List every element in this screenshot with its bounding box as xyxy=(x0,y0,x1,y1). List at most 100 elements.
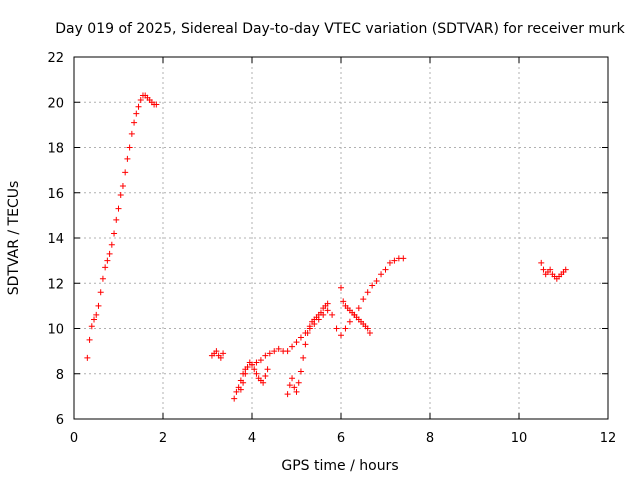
data-point xyxy=(304,330,311,337)
data-point xyxy=(324,300,331,307)
data-point xyxy=(97,289,104,296)
data-point xyxy=(369,282,376,289)
series-arc-4 xyxy=(237,359,271,393)
data-point xyxy=(364,289,371,296)
y-tick-label: 18 xyxy=(47,142,64,157)
series-arc-6 xyxy=(338,284,373,337)
tick-layer: 0 2 4 6 8 10 12 6 8 10 12 14 16 18 20 22 xyxy=(47,51,616,446)
data-point xyxy=(382,266,389,273)
data-point xyxy=(242,370,249,377)
x-axis-label: GPS time / hours xyxy=(281,458,398,474)
data-point xyxy=(251,366,258,373)
data-point xyxy=(84,354,91,361)
data-points-layer xyxy=(84,92,569,402)
data-point xyxy=(113,216,120,223)
data-point xyxy=(289,375,296,382)
series-arc-2 xyxy=(208,348,227,361)
data-point xyxy=(124,155,131,162)
x-tick-label: 12 xyxy=(600,431,617,446)
data-point xyxy=(293,388,300,395)
data-point xyxy=(117,192,124,199)
data-point xyxy=(271,348,278,355)
data-point xyxy=(540,266,547,273)
data-point xyxy=(213,348,220,355)
series-arc-1 xyxy=(84,92,160,361)
y-tick-label: 8 xyxy=(56,368,64,383)
data-point xyxy=(233,388,240,395)
data-point xyxy=(338,284,344,291)
grid-layer xyxy=(74,57,608,419)
data-point xyxy=(346,318,353,325)
data-point xyxy=(400,255,407,262)
data-point xyxy=(262,373,269,380)
data-point xyxy=(88,323,95,330)
data-point xyxy=(126,144,133,151)
data-point xyxy=(284,348,291,355)
data-point xyxy=(386,259,393,266)
data-point xyxy=(562,266,569,273)
y-tick-label: 16 xyxy=(47,187,64,202)
data-point xyxy=(137,96,144,103)
data-point xyxy=(286,382,293,389)
data-point xyxy=(360,296,367,303)
data-point xyxy=(293,339,300,346)
x-tick-label: 2 xyxy=(159,431,167,446)
data-point xyxy=(135,103,142,110)
chart-title: Day 019 of 2025, Sidereal Day-to-day VTE… xyxy=(55,21,625,37)
y-tick-label: 12 xyxy=(47,277,64,292)
x-tick-label: 10 xyxy=(511,431,528,446)
data-point xyxy=(86,336,93,343)
data-point xyxy=(378,271,385,278)
data-point xyxy=(366,330,373,337)
series-arc-5 xyxy=(284,300,331,398)
data-point xyxy=(297,368,304,375)
y-tick-label: 6 xyxy=(56,413,64,428)
data-point xyxy=(128,130,135,137)
data-point xyxy=(253,370,260,377)
y-axis-label: SDTVAR / TECUs xyxy=(6,181,22,296)
data-point xyxy=(253,359,260,366)
x-tick-label: 4 xyxy=(248,431,256,446)
data-point xyxy=(104,257,111,264)
data-point xyxy=(257,357,264,364)
x-tick-label: 0 xyxy=(70,431,78,446)
data-point xyxy=(295,379,302,386)
data-point xyxy=(391,257,398,264)
data-point xyxy=(340,298,347,305)
y-tick-label: 14 xyxy=(47,232,64,247)
data-point xyxy=(275,345,282,352)
data-point xyxy=(302,341,309,348)
data-point xyxy=(291,384,298,391)
data-point xyxy=(93,311,100,318)
data-point xyxy=(95,302,102,309)
data-point xyxy=(342,325,349,332)
y-tick-label: 22 xyxy=(47,51,64,66)
data-point xyxy=(237,386,244,393)
data-point xyxy=(284,391,291,398)
data-point xyxy=(91,316,98,323)
data-point xyxy=(131,119,138,126)
data-point xyxy=(262,352,269,359)
data-point xyxy=(119,182,126,189)
data-point xyxy=(317,309,324,316)
data-point xyxy=(122,169,129,176)
data-point xyxy=(133,110,140,117)
data-point xyxy=(300,354,307,361)
data-point xyxy=(329,311,336,318)
data-point xyxy=(260,379,267,386)
data-point xyxy=(220,350,227,357)
series-arc-7 xyxy=(538,259,569,282)
x-tick-label: 8 xyxy=(426,431,434,446)
data-point xyxy=(102,264,109,271)
data-point xyxy=(547,266,554,273)
data-point xyxy=(306,323,313,330)
data-point xyxy=(355,305,362,312)
data-point xyxy=(217,354,224,361)
data-point xyxy=(115,205,122,212)
data-point xyxy=(99,275,106,282)
data-point xyxy=(297,334,304,341)
data-point xyxy=(240,379,247,386)
x-tick-label: 6 xyxy=(337,431,345,446)
data-point xyxy=(153,101,160,108)
